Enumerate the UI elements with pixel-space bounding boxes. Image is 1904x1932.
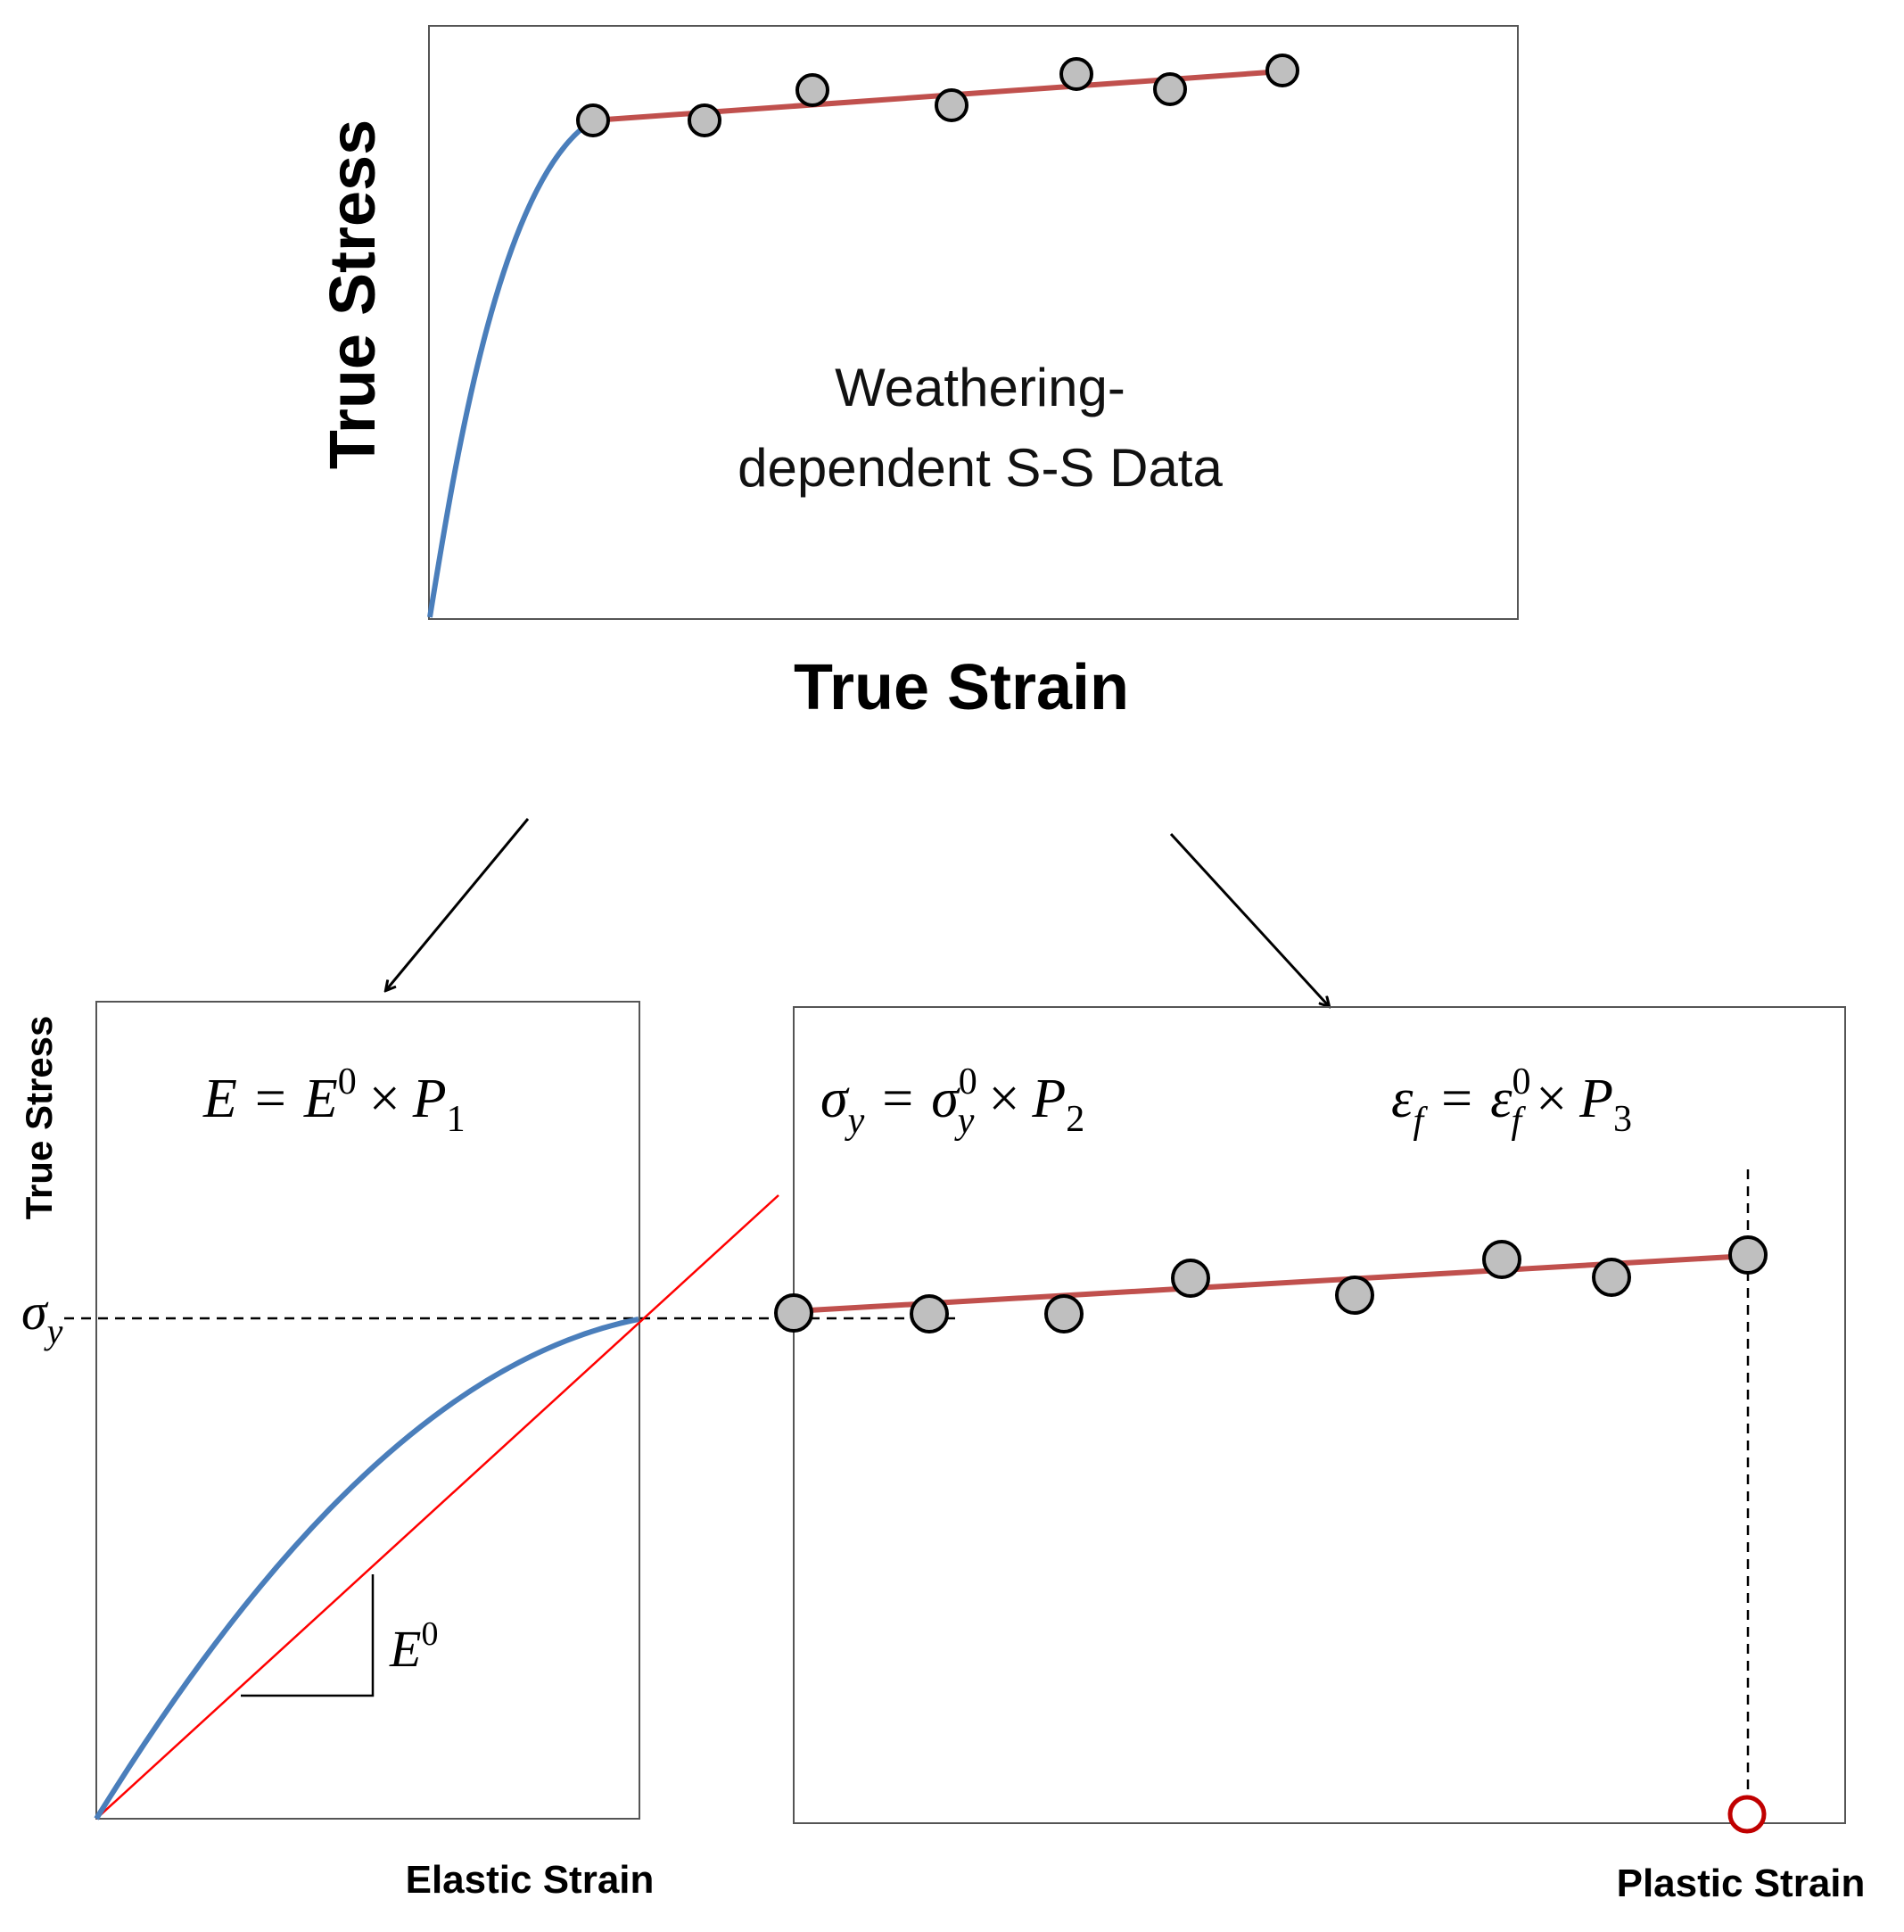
arrow-down-icon — [1169, 832, 1329, 1006]
circle-marker-icon — [576, 103, 610, 137]
right-panel-frame — [793, 1006, 1846, 1824]
circle-marker-icon — [1482, 1240, 1521, 1279]
top-y-axis-label: True Stress — [317, 120, 389, 469]
circle-marker-icon — [688, 103, 721, 137]
failure-strain-marker — [1727, 1795, 1767, 1834]
circle-marker-icon — [1265, 54, 1299, 87]
left-y-axis-label: True Stress — [18, 1016, 60, 1220]
sigma-y-marker: σy — [21, 1283, 63, 1351]
circle-marker-icon — [1592, 1258, 1631, 1297]
circle-marker-icon — [1044, 1294, 1084, 1333]
circle-marker-icon — [1153, 72, 1187, 106]
circle-marker-icon — [795, 73, 829, 107]
left-panel-frame — [95, 1001, 640, 1820]
right-x-axis-label: Plastic Strain — [1617, 1862, 1866, 1905]
slope-triangle — [241, 1574, 375, 1697]
circle-marker-icon — [1171, 1259, 1210, 1298]
arrow-down-icon — [386, 818, 530, 990]
circle-marker-icon — [774, 1293, 813, 1333]
left-equation: E = E0 × P1 — [202, 1061, 466, 1140]
elastic-tangent-line — [95, 1194, 779, 1820]
top-caption-line1: Weathering- — [835, 358, 1125, 417]
sigma-equation: σy = σ0 y × P2 — [820, 1061, 1084, 1142]
right-data-markers — [774, 1235, 1768, 1333]
circle-marker-icon — [1335, 1276, 1374, 1315]
slope-label: E0 — [389, 1615, 438, 1678]
top-panel: Weathering- dependent S-S Data True Stre… — [317, 25, 1519, 723]
left-panel: E0 E = E0 × P1 σy True Stress Elastic Strain — [18, 1001, 959, 1902]
epsilon-equation: εf = ε0 f × P3 — [1391, 1061, 1632, 1142]
right-hardening-line — [793, 1253, 1749, 1314]
top-data-markers — [576, 54, 1299, 137]
top-elastic-curve — [427, 118, 595, 618]
left-x-axis-label: Elastic Strain — [406, 1858, 655, 1902]
circle-marker-icon — [1059, 57, 1093, 91]
elastic-curve — [94, 1317, 639, 1821]
top-panel-frame — [428, 25, 1519, 620]
circle-marker-icon — [1728, 1235, 1768, 1275]
top-x-axis-label: True Strain — [794, 652, 1129, 723]
circle-marker-icon — [935, 88, 968, 122]
right-panel: σy = σ0 y × P2 εf = ε0 f × P3 Plastic Strain — [774, 1006, 1866, 1905]
circle-marker-icon — [910, 1294, 949, 1333]
top-caption-line2: dependent S-S Data — [738, 438, 1223, 498]
